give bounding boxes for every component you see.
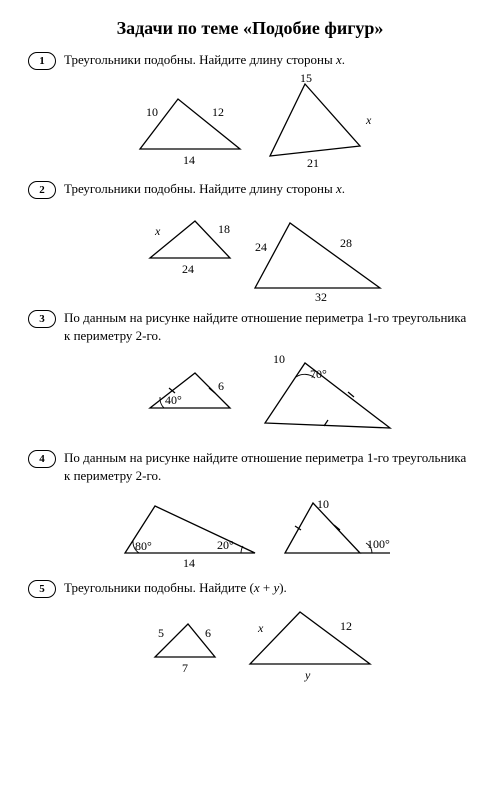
svg-text:y: y — [304, 668, 311, 682]
problem-4: 4 По данным на рисунке найдите отношение… — [28, 449, 472, 573]
prompt-text: По данным на рисунке найдите отношение п… — [64, 449, 472, 484]
svg-text:7: 7 — [182, 661, 188, 675]
figure-1: 10 12 14 15 x 21 — [100, 74, 400, 174]
svg-text:x: x — [365, 113, 372, 127]
prompt: 4 По данным на рисунке найдите отношение… — [28, 449, 472, 484]
svg-text:18: 18 — [218, 222, 230, 236]
svg-text:10: 10 — [317, 497, 329, 511]
page-title: Задачи по теме «Подобие фигур» — [28, 18, 472, 39]
prompt: 1 Треугольники подобны. Найдите длину ст… — [28, 51, 472, 70]
problem-number-badge: 3 — [28, 310, 56, 328]
prompt-text: Треугольники подобны. Найдите (x + y). — [64, 579, 472, 597]
svg-text:15: 15 — [300, 74, 312, 85]
problem-3: 3 По данным на рисунке найдите отношение… — [28, 309, 472, 443]
svg-text:12: 12 — [340, 619, 352, 633]
figure-3: 40° 6 70° 10 — [90, 348, 410, 443]
svg-text:32: 32 — [315, 290, 327, 303]
problem-number-badge: 2 — [28, 181, 56, 199]
svg-text:x: x — [154, 224, 161, 238]
svg-text:80°: 80° — [135, 539, 152, 553]
prompt-text: Треугольники подобны. Найдите длину стор… — [64, 180, 472, 198]
svg-text:10: 10 — [146, 105, 158, 119]
prompt: 5 Треугольники подобны. Найдите (x + y). — [28, 579, 472, 598]
worksheet-page: Задачи по теме «Подобие фигур» 1 Треугол… — [0, 0, 500, 708]
svg-text:20°: 20° — [217, 538, 234, 552]
figure-4: 80° 20° 14 100° 10 — [85, 488, 415, 573]
svg-text:100°: 100° — [367, 537, 390, 551]
svg-text:10: 10 — [273, 352, 285, 366]
problem-5: 5 Треугольники подобны. Найдите (x + y).… — [28, 579, 472, 682]
svg-text:14: 14 — [183, 153, 195, 167]
figure-5: 5 6 7 x 12 y — [100, 602, 400, 682]
svg-text:14: 14 — [183, 556, 195, 570]
problem-2: 2 Треугольники подобны. Найдите длину ст… — [28, 180, 472, 303]
problem-1: 1 Треугольники подобны. Найдите длину ст… — [28, 51, 472, 174]
svg-text:21: 21 — [307, 156, 319, 170]
problem-number-badge: 5 — [28, 580, 56, 598]
svg-text:x: x — [257, 621, 264, 635]
svg-text:5: 5 — [158, 626, 164, 640]
svg-text:6: 6 — [205, 626, 211, 640]
figure-2: x 18 24 24 28 32 — [100, 203, 400, 303]
prompt-text: Треугольники подобны. Найдите длину стор… — [64, 51, 472, 69]
problem-number-badge: 4 — [28, 450, 56, 468]
svg-text:12: 12 — [212, 105, 224, 119]
prompt-text: По данным на рисунке найдите отношение п… — [64, 309, 472, 344]
svg-text:28: 28 — [340, 236, 352, 250]
prompt: 3 По данным на рисунке найдите отношение… — [28, 309, 472, 344]
problem-number-badge: 1 — [28, 52, 56, 70]
svg-text:24: 24 — [182, 262, 194, 276]
svg-text:70°: 70° — [310, 367, 327, 381]
prompt: 2 Треугольники подобны. Найдите длину ст… — [28, 180, 472, 199]
svg-text:40°: 40° — [165, 393, 182, 407]
svg-text:24: 24 — [255, 240, 267, 254]
svg-text:6: 6 — [218, 379, 224, 393]
